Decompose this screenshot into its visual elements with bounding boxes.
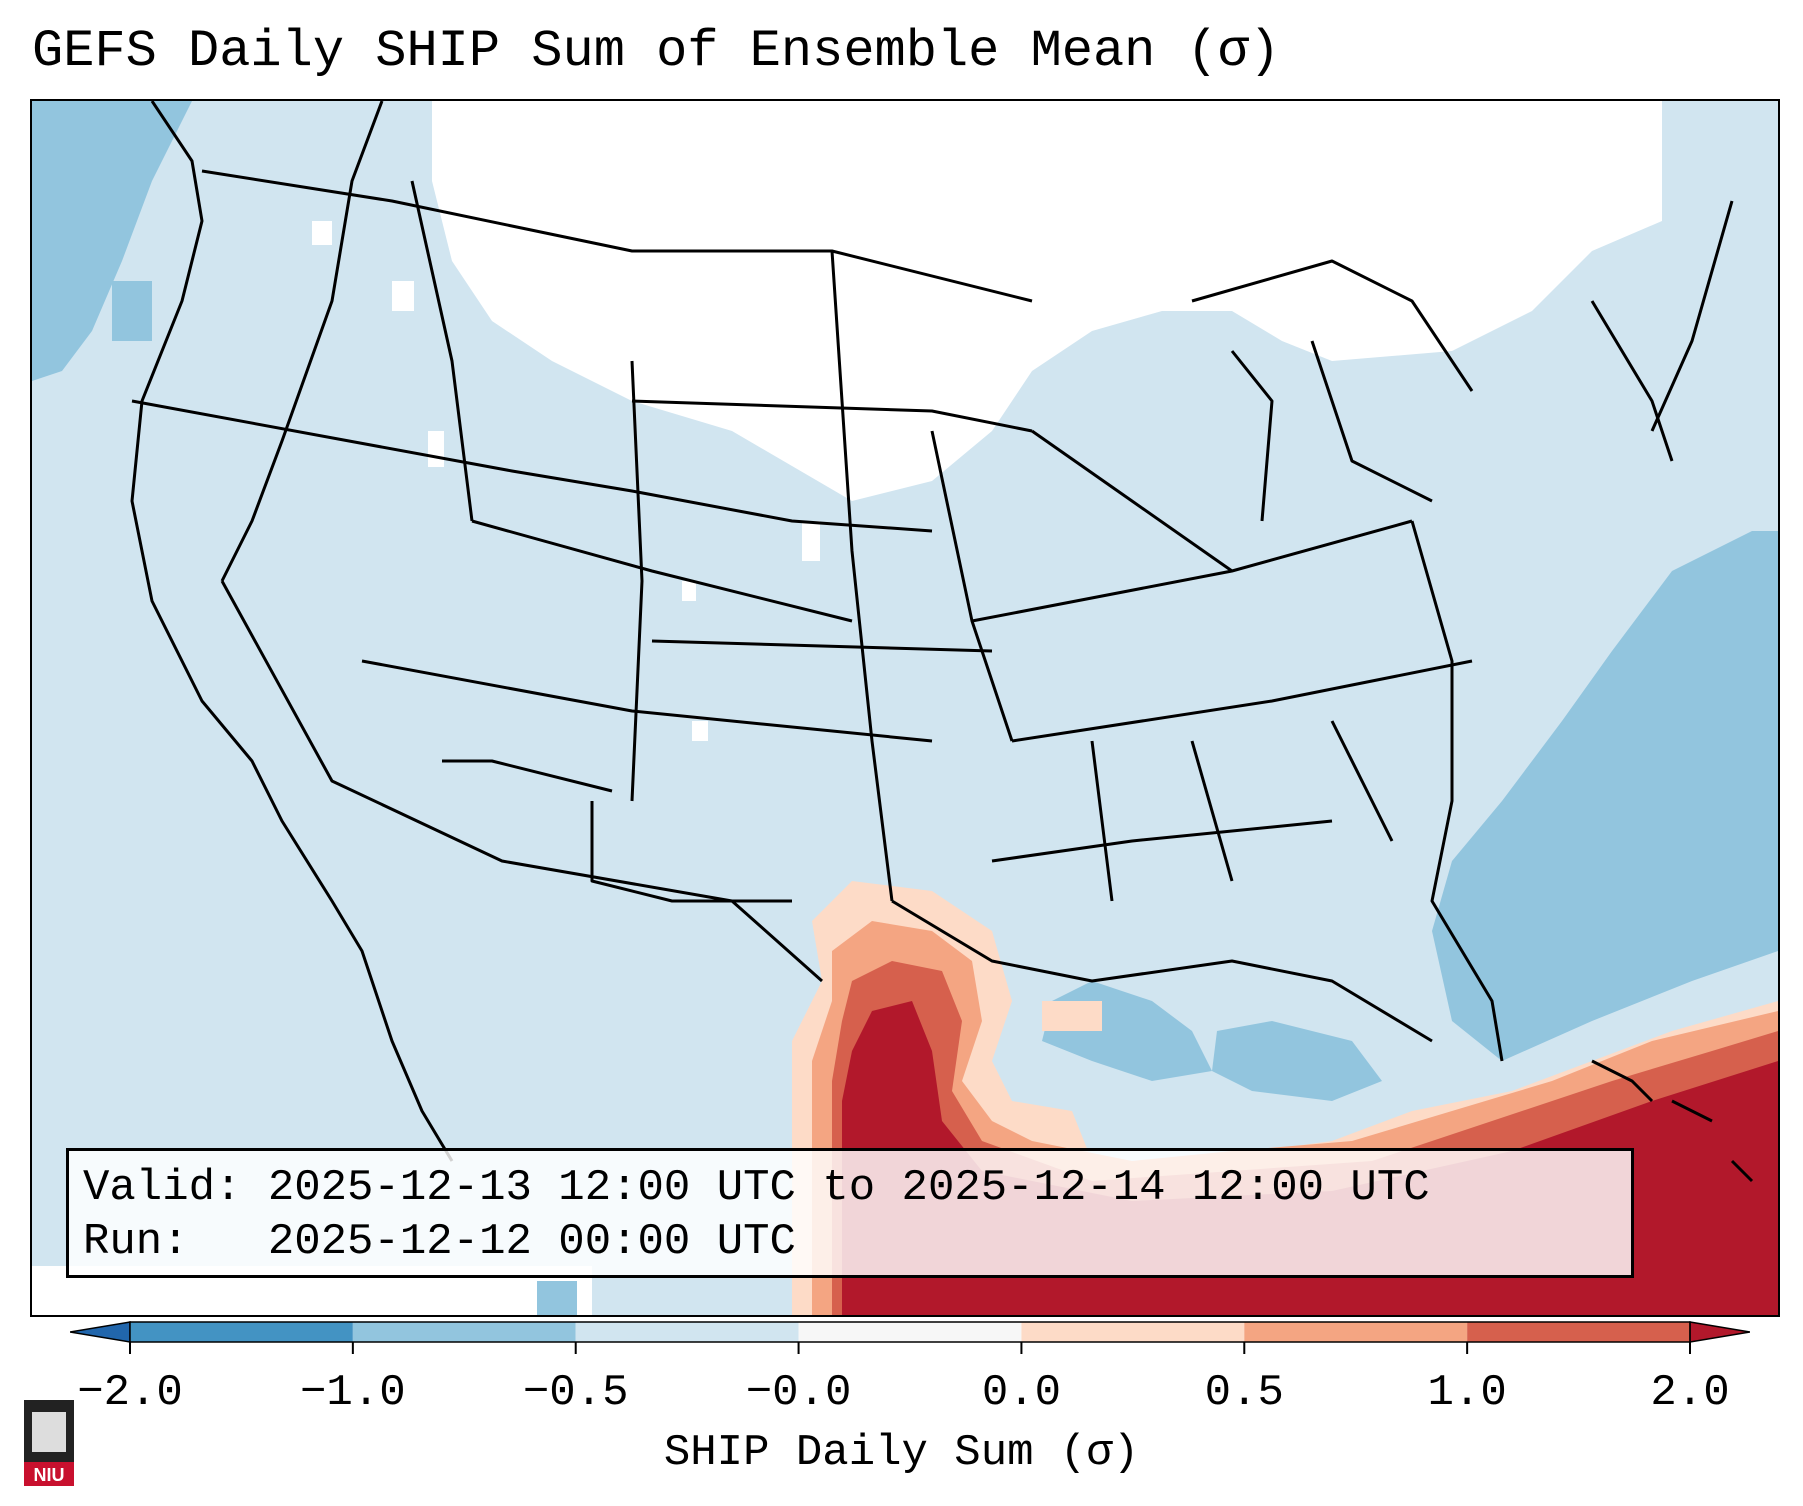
state-borders [130,101,1734,1162]
colorbar-tick-label: −0.5 [523,1368,629,1418]
negative-anomaly-region [32,101,1778,1315]
colorbar-ticks: −2.0 −1.0 −0.5 −0.0 0.0 0.5 1.0 2.0 [77,1342,1730,1418]
map-canvas [32,101,1778,1315]
colorbar-segments [70,1321,1750,1343]
island-outlines [1591,1059,1754,1183]
valid-value: 2025-12-13 12:00 UTC to 2025-12-14 12:00… [267,1163,1430,1213]
colorbar-tick-label: 2.0 [1650,1368,1729,1418]
colorbar-extend-low [70,1321,131,1343]
colorbar-segment [798,1322,1022,1342]
colorbar-tick-label: −0.0 [746,1368,852,1418]
map-panel [30,99,1780,1317]
colorbar-segment [575,1322,799,1342]
colorbar-segment [1021,1322,1245,1342]
colorbar-tick-label: 0.0 [982,1368,1061,1418]
logo-banner [24,1462,74,1486]
colorbar-extend-high [1689,1321,1750,1343]
run-label: Run: [83,1217,189,1267]
colorbar-tick-label: 1.0 [1428,1368,1507,1418]
map-title: GEFS Daily SHIP Sum of Ensemble Mean (σ) [32,22,1281,81]
colorbar-segment [1244,1322,1468,1342]
logo-text: NIU [34,1465,65,1485]
colorbar-segment [130,1322,353,1342]
colorbar: −2.0 −1.0 −0.5 −0.0 0.0 0.5 1.0 2.0 [70,1321,1750,1418]
valid-run-box: Valid: 2025-12-13 12:00 UTC to 2025-12-1… [66,1148,1634,1278]
run-value: 2025-12-12 00:00 UTC [267,1217,796,1267]
niu-logo: NIU [24,1400,74,1486]
valid-label: Valid: [83,1163,242,1213]
logo-window [32,1412,66,1452]
colorbar-tick-label: 0.5 [1205,1368,1284,1418]
colorbar-tick-label: −1.0 [300,1368,406,1418]
colorbar-segment [1467,1322,1690,1342]
colorbar-segment [352,1322,576,1342]
colorbar-tick-label: −2.0 [77,1368,183,1418]
colorbar-outline [129,1321,1691,1343]
colorbar-label: SHIP Daily Sum (σ) [663,1428,1140,1478]
